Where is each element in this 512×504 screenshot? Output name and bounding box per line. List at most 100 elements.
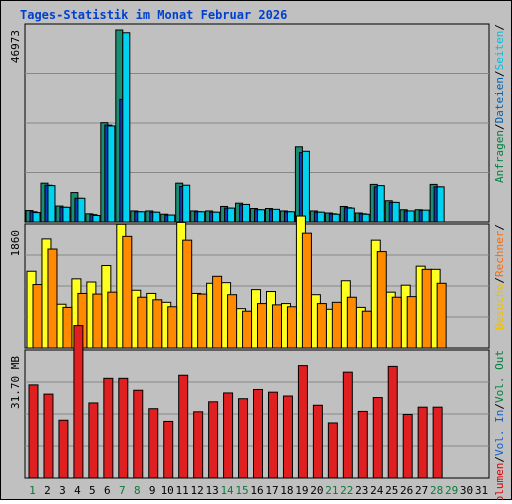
legend-entry: / [493, 403, 506, 410]
x-tick-label-day-1: 1 [29, 484, 36, 497]
bar-requests-seiten-day-4 [77, 197, 86, 223]
x-tick-label-day-31: 31 [475, 484, 488, 497]
x-tick-label-day-16: 16 [250, 484, 263, 497]
bar-volume-volumen-day-11 [178, 374, 189, 479]
legend-requests: Anfragen/Dateien/Seiten/ [493, 24, 506, 183]
legend-entry: Volumen [493, 463, 506, 500]
bar-volume-volumen-day-9 [148, 408, 159, 479]
legend-entry: Vol. Out [493, 350, 506, 403]
legend-volume: Volumen/Vol. In/Vol. Out [493, 350, 506, 500]
bar-visits-rechner-day-17 [271, 304, 282, 349]
x-tick-label-day-17: 17 [265, 484, 278, 497]
bar-volume-volumen-day-19 [297, 365, 308, 479]
x-tick-label-day-21: 21 [325, 484, 338, 497]
legend-entry: / [493, 277, 506, 284]
y-max-label-visits: 1860 [9, 230, 22, 257]
bar-volume-volumen-day-16 [253, 388, 264, 479]
x-tick-label-day-9: 9 [149, 484, 156, 497]
bar-visits-rechner-day-24 [376, 251, 387, 349]
bar-visits-rechner-day-5 [92, 293, 103, 349]
x-tick-label-day-22: 22 [340, 484, 353, 497]
bar-volume-volumen-day-7 [118, 377, 129, 479]
bar-visits-rechner-day-8 [137, 296, 148, 349]
bar-visits-rechner-day-14 [227, 294, 238, 349]
x-tick-label-day-29: 29 [445, 484, 458, 497]
legend-entry: / [493, 70, 506, 77]
bar-visits-rechner-day-3 [62, 306, 73, 349]
x-tick-label-day-15: 15 [235, 484, 248, 497]
bar-volume-volumen-day-27 [417, 406, 428, 479]
bar-requests-seiten-day-2 [47, 185, 56, 223]
bar-visits-rechner-day-15 [242, 310, 253, 349]
bar-volume-volumen-day-18 [282, 395, 293, 479]
bar-volume-volumen-day-13 [208, 401, 219, 479]
x-tick-label-day-14: 14 [220, 484, 234, 497]
bar-volume-volumen-day-5 [88, 402, 99, 479]
x-tick-label-day-8: 8 [134, 484, 141, 497]
bar-visits-rechner-day-10 [167, 306, 178, 349]
y-max-label-volume: 31.70 MB [9, 356, 22, 409]
legend-entry: Anfragen [493, 130, 506, 183]
legend-visits: Besuche/Rechner/ [493, 224, 506, 330]
x-tick-label-day-11: 11 [176, 484, 189, 497]
bar-requests-seiten-day-11 [182, 184, 191, 223]
legend-entry: Rechner [493, 230, 506, 277]
bar-requests-seiten-day-10 [167, 214, 176, 223]
legend-entry: / [493, 24, 506, 31]
bar-volume-volumen-day-14 [223, 392, 234, 479]
bar-requests-seiten-day-6 [107, 125, 116, 223]
bar-visits-rechner-day-12 [197, 293, 208, 349]
bar-volume-volumen-day-15 [238, 398, 249, 479]
bar-volume-volumen-day-21 [327, 422, 338, 479]
chart-panels: 46973Anfragen/Dateien/Seiten/1860Besuche… [9, 23, 506, 504]
bar-volume-volumen-day-25 [387, 365, 398, 479]
bar-visits-rechner-day-23 [361, 310, 372, 349]
bar-volume-volumen-day-12 [193, 411, 204, 479]
bar-visits-rechner-day-22 [346, 296, 357, 349]
bar-visits-rechner-day-27 [421, 268, 432, 349]
bar-volume-volumen-day-3 [58, 419, 69, 479]
bar-volume-volumen-day-22 [342, 371, 353, 479]
bar-requests-seiten-day-17 [271, 208, 280, 223]
bar-requests-seiten-day-25 [391, 201, 400, 223]
bar-requests-seiten-day-3 [62, 206, 71, 223]
legend-entry: / [493, 456, 506, 463]
bar-volume-volumen-day-17 [267, 391, 278, 479]
bar-requests-seiten-day-8 [137, 211, 146, 223]
bar-visits-rechner-day-7 [122, 235, 133, 349]
legend-entry: Seiten [493, 31, 506, 71]
bar-visits-rechner-day-13 [212, 275, 223, 349]
bar-volume-volumen-day-6 [103, 377, 114, 479]
bar-visits-rechner-day-1 [32, 284, 43, 349]
bar-requests-seiten-day-24 [376, 185, 385, 223]
bar-visits-rechner-day-25 [391, 296, 402, 349]
x-tick-label-day-19: 19 [295, 484, 308, 497]
bar-requests-seiten-day-5 [92, 214, 101, 223]
bar-requests-seiten-day-15 [242, 203, 251, 223]
bar-volume-volumen-day-4 [73, 325, 84, 479]
x-tick-label-day-23: 23 [355, 484, 368, 497]
x-tick-label-day-4: 4 [74, 484, 81, 497]
chart-title: Tages-Statistik im Monat Februar 2026 [20, 8, 287, 22]
bar-requests-seiten-day-21 [331, 213, 340, 223]
legend-entry: Dateien [493, 77, 506, 123]
legend-entry: / [493, 224, 506, 231]
bar-volume-volumen-day-2 [43, 393, 54, 479]
bar-volume-volumen-day-24 [372, 397, 383, 479]
bar-volume-volumen-day-8 [133, 389, 144, 479]
legend-entry: Vol. In [493, 410, 506, 456]
bar-volume-volumen-day-20 [312, 404, 323, 479]
x-tick-label-day-12: 12 [191, 484, 204, 497]
bar-requests-seiten-day-19 [301, 150, 310, 223]
bar-visits-rechner-day-11 [182, 239, 193, 349]
bar-requests-seiten-day-1 [32, 212, 41, 223]
x-tick-label-day-18: 18 [280, 484, 293, 497]
bar-visits-rechner-day-9 [152, 299, 163, 349]
bar-requests-seiten-day-20 [316, 211, 325, 223]
bar-visits-rechner-day-6 [107, 291, 118, 349]
bar-requests-seiten-day-18 [286, 211, 295, 223]
